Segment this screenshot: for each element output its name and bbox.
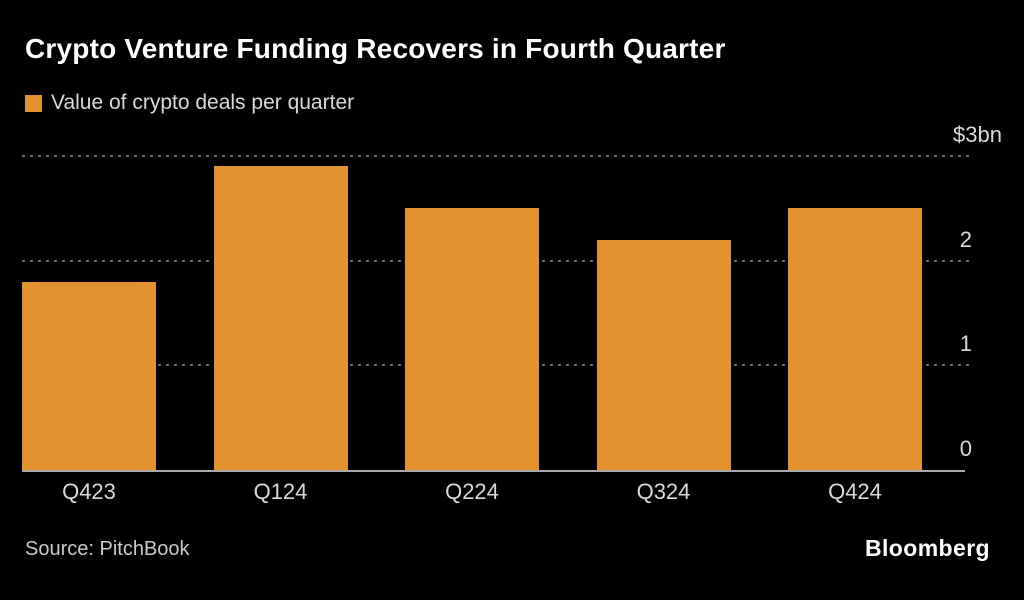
bar-q224	[405, 208, 539, 470]
chart-title: Crypto Venture Funding Recovers in Fourt…	[25, 33, 726, 64]
gridline	[22, 155, 970, 157]
bar-q324	[596, 239, 731, 470]
x-axis-label-q423: Q423	[62, 479, 116, 504]
x-axis-label-q324: Q324	[636, 479, 691, 504]
y-axis-tick-label: 2	[959, 226, 972, 252]
y-axis-tick-label: 0	[959, 436, 972, 461]
y-axis-tick-label: 1	[959, 331, 972, 357]
x-axis-label-q224: Q224	[445, 479, 499, 504]
bar-q423	[22, 281, 156, 470]
bar-q424	[788, 208, 922, 470]
source-note: Source: PitchBook	[25, 538, 190, 560]
legend-swatch	[25, 94, 42, 112]
x-axis-line	[22, 470, 965, 472]
legend: Value of crypto deals per quarter	[25, 91, 354, 115]
bar-q124	[213, 166, 348, 470]
x-axis-label-q424: Q424	[828, 479, 882, 504]
bloomberg-logo: Bloomberg	[865, 535, 990, 561]
legend-label: Value of crypto deals per quarter	[51, 91, 355, 114]
y-axis-tick-label: $3bn	[953, 122, 1002, 147]
x-axis-label-q124: Q124	[253, 479, 308, 504]
